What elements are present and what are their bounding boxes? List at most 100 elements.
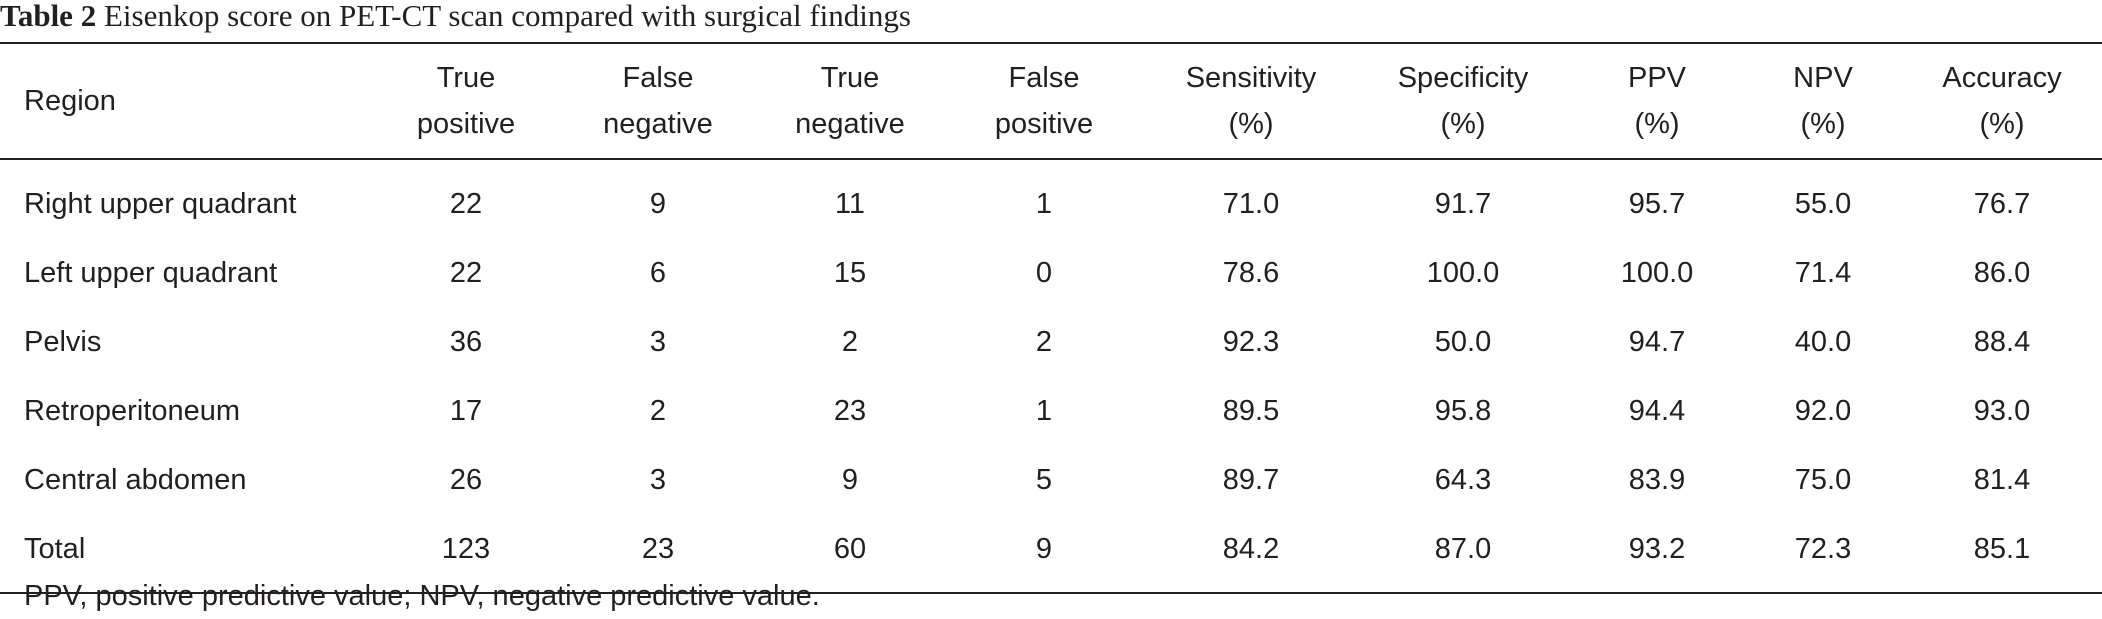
value-cell: 26 [449,464,483,496]
value-cell: 11 [834,188,866,220]
value-cell: 9 [1035,533,1053,565]
column-header-line1: Sensitivity [1185,62,1317,94]
column-header-line2: (%) [1979,108,2025,140]
value-cell: 23 [641,533,675,565]
table-row: Total 123 23 60 9 84.2 87.0 93.2 72.3 85.1 [0,515,2102,593]
column-header: False negative [558,43,758,159]
column-header: Sensitivity (%) [1146,43,1356,159]
value-cell: 91.7 [1434,188,1492,220]
value-cell: 36 [449,326,483,358]
value-cell: 92.0 [1794,395,1852,427]
value-cell: 3 [649,326,667,358]
column-header-line2: (%) [1440,108,1486,140]
results-table: Region True positive False negative True negat… [0,42,2102,594]
column-header-line1: Specificity [1397,62,1529,94]
value-cell: 3 [649,464,667,496]
column-header: Specificity (%) [1356,43,1570,159]
column-header: True negative [758,43,942,159]
column-header: PPV (%) [1570,43,1744,159]
value-cell: 1 [1035,188,1053,220]
table-header: Region True positive False negative True negat… [0,43,2102,159]
value-cell: 95.8 [1434,395,1492,427]
column-header-line1: NPV [1793,62,1853,94]
value-cell: 2 [649,395,667,427]
table-row: Right upper quadrant 22 9 11 1 71.0 91.7 95.7 55… [0,159,2102,239]
region-cell: Central abdomen [24,464,247,496]
value-cell: 83.9 [1628,464,1686,496]
value-cell: 92.3 [1222,326,1280,358]
column-header-line1: Region [24,85,116,117]
column-header: True positive [374,43,558,159]
value-cell: 86.0 [1973,257,2031,289]
value-cell: 84.2 [1222,533,1280,565]
value-cell: 50.0 [1434,326,1492,358]
value-cell: 94.7 [1628,326,1686,358]
value-cell: 22 [449,188,483,220]
value-cell: 9 [649,188,667,220]
value-cell: 75.0 [1794,464,1852,496]
value-cell: 72.3 [1794,533,1852,565]
value-cell: 71.0 [1222,188,1280,220]
value-cell: 40.0 [1794,326,1852,358]
column-header: False positive [942,43,1146,159]
value-cell: 0 [1035,257,1053,289]
region-cell: Retroperitoneum [24,395,240,427]
value-cell: 22 [449,257,483,289]
table-row: Pelvis 36 3 2 2 92.3 50.0 94.7 40.0 88.4 [0,308,2102,377]
value-cell: 93.0 [1973,395,2031,427]
value-cell: 2 [841,326,859,358]
table-caption-text: Eisenkop score on PET-CT scan compared w… [96,0,911,33]
column-header-line2: (%) [1228,108,1274,140]
column-header-line1: True [820,62,880,94]
region-cell: Left upper quadrant [24,257,278,289]
column-header-line1: True [436,62,496,94]
value-cell: 1 [1035,395,1053,427]
table-row: Central abdomen 26 3 9 5 89.7 64.3 83.9 75.0 81.4 [0,446,2102,515]
region-cell: Pelvis [24,326,102,358]
value-cell: 15 [833,257,867,289]
column-header-line2: (%) [1800,108,1846,140]
value-cell: 78.6 [1222,257,1280,289]
column-header-line2: negative [795,108,905,140]
value-cell: 100.0 [1620,257,1694,289]
table-caption: Table 2 Eisenkop score on PET-CT scan co… [0,0,911,40]
table-caption-label: Table 2 [0,0,97,33]
value-cell: 87.0 [1434,533,1492,565]
column-header-line1: False [1008,62,1080,94]
column-header-line2: positive [994,108,1094,140]
column-header-line1: PPV [1627,62,1687,94]
column-header-line1: Accuracy [1942,62,2062,94]
column-header: NPV (%) [1744,43,1902,159]
column-header: Region [0,43,374,159]
value-cell: 123 [441,533,491,565]
table-row: Left upper quadrant 22 6 15 0 78.6 100.0 100.0 7… [0,239,2102,308]
value-cell: 55.0 [1794,188,1852,220]
value-cell: 23 [833,395,867,427]
column-header-line2: negative [603,108,713,140]
value-cell: 89.5 [1222,395,1280,427]
value-cell: 5 [1035,464,1053,496]
value-cell: 89.7 [1222,464,1280,496]
table-row: Retroperitoneum 17 2 23 1 89.5 95.8 94.4 92.0 93.… [0,377,2102,446]
header-row: Region True positive False negative True negat… [0,43,2102,159]
value-cell: 81.4 [1973,464,2031,496]
region-cell: Right upper quadrant [24,188,297,220]
table-footnote: PPV, positive predictive value; NPV, neg… [24,580,820,612]
region-cell: Total [24,533,86,565]
value-cell: 95.7 [1628,188,1686,220]
value-cell: 76.7 [1973,188,2031,220]
value-cell: 88.4 [1973,326,2031,358]
column-header-line2: positive [416,108,516,140]
value-cell: 64.3 [1434,464,1492,496]
value-cell: 100.0 [1426,257,1500,289]
value-cell: 60 [833,533,867,565]
column-header-line1: False [622,62,694,94]
value-cell: 71.4 [1794,257,1852,289]
value-cell: 2 [1035,326,1053,358]
value-cell: 6 [649,257,667,289]
value-cell: 9 [841,464,859,496]
value-cell: 17 [449,395,483,427]
table-body: Right upper quadrant 22 9 11 1 71.0 91.7 95.7 55… [0,159,2102,593]
column-header-line2: (%) [1634,108,1680,140]
value-cell: 93.2 [1628,533,1686,565]
